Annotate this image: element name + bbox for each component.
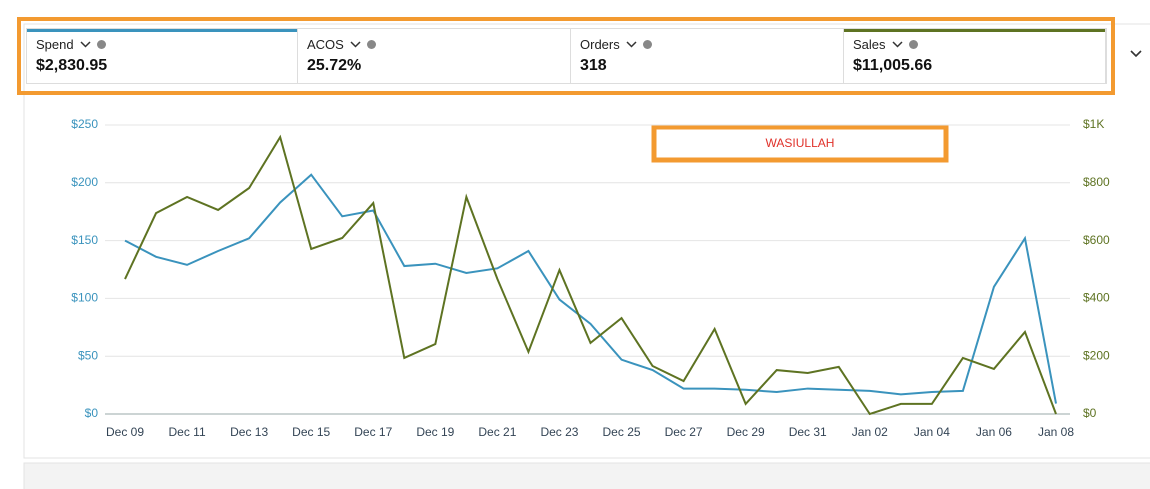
x-tick-label: Jan 08 [1038,425,1074,439]
info-icon[interactable] [642,40,652,49]
y2-tick-label: $0 [1083,406,1097,420]
y2-tick-label: $1K [1083,117,1104,131]
dropdown-chevron[interactable] [626,40,637,49]
y2-tick-label: $400 [1083,291,1110,305]
y2-tick-label: $800 [1083,175,1110,189]
metric-label: Spend [36,37,74,52]
x-tick-label: Dec 29 [727,425,765,439]
highlight-box [17,17,1115,95]
metric-cards: Spend $2,830.95 ACOS 25.72% Orders 318 Sales $1… [26,28,1107,84]
metric-label: Orders [580,37,620,52]
metric-value: $11,005.66 [853,57,933,74]
x-tick-label: Dec 11 [168,425,205,439]
card-accent [27,29,297,32]
dropdown-chevron[interactable] [892,40,903,49]
y2-tick-label: $600 [1083,233,1110,247]
metric-value: $2,830.95 [36,57,108,74]
x-tick-label: Dec 19 [416,425,454,439]
metric-card[interactable]: Spend $2,830.95 [27,29,298,83]
x-tick-label: Dec 31 [789,425,827,439]
x-tick-label: Dec 09 [106,425,144,439]
y-tick-label: $0 [85,406,99,420]
metric-card[interactable]: ACOS 25.72% [298,29,571,83]
series-line [124,134,1057,416]
dropdown-chevron[interactable] [350,40,361,49]
metric-card[interactable]: Sales $11,005.66 [844,29,1106,83]
card-accent [844,29,1105,32]
y2-tick-label: $200 [1083,348,1110,362]
info-icon[interactable] [366,40,376,49]
x-tick-label: Jan 02 [852,425,888,439]
expand-chevron[interactable] [1130,50,1142,58]
x-tick-label: Dec 25 [603,425,641,439]
x-tick-label: Jan 06 [976,425,1012,439]
metric-label: Sales [853,37,886,52]
card-accent [571,29,843,32]
x-tick-label: Dec 27 [665,425,703,439]
metric-label: ACOS [307,37,344,52]
x-tick-label: Dec 13 [230,425,268,439]
series-line [124,173,1057,404]
metric-value: 318 [580,57,607,74]
y-tick-label: $100 [71,291,98,305]
info-icon[interactable] [908,40,918,49]
y-tick-label: $250 [71,117,98,131]
metric-card[interactable]: Orders 318 [571,29,844,83]
x-tick-label: Jan 04 [914,425,950,439]
dropdown-chevron[interactable] [80,40,91,49]
x-tick-label: Dec 23 [540,425,578,439]
y-tick-label: $50 [78,348,98,362]
annotation: WASIULLAH [766,136,835,150]
metric-value: 25.72% [307,57,362,74]
x-tick-label: Dec 17 [354,425,392,439]
annotation-box [651,124,949,163]
lower-panel [23,462,1150,489]
x-tick-label: Dec 21 [478,425,516,439]
card-accent [298,29,570,32]
x-tick-label: Dec 15 [292,425,330,439]
y-tick-label: $150 [71,233,98,247]
y-tick-label: $200 [71,175,98,189]
info-icon[interactable] [96,40,106,49]
